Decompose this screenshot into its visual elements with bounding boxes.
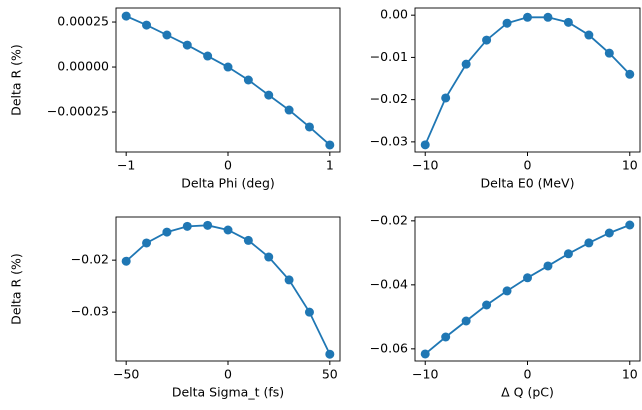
x-axis-label: Delta E0 (MeV)	[481, 176, 575, 191]
data-line	[125, 15, 331, 146]
data-point	[482, 35, 492, 45]
data-point	[182, 221, 192, 231]
data-point	[264, 90, 274, 100]
data-point	[543, 12, 553, 22]
x-tick-label: 0	[224, 158, 232, 173]
x-axis-label: Delta Sigma_t (fs)	[172, 385, 284, 400]
data-point	[203, 220, 213, 230]
x-tick-label: 10	[622, 158, 638, 173]
data-point	[162, 30, 172, 40]
data-point	[543, 261, 553, 271]
data-point	[325, 349, 335, 359]
data-line	[125, 224, 331, 355]
x-tick-label: 0	[524, 367, 532, 382]
data-point	[284, 105, 294, 115]
data-point	[304, 122, 314, 132]
data-point	[523, 12, 532, 22]
plot-frame	[414, 216, 641, 362]
data-point	[142, 238, 152, 248]
y-tick-label: 0.00	[380, 7, 408, 22]
y-tick-label: 0.00000	[57, 59, 109, 74]
data-point	[563, 17, 573, 27]
data-point	[243, 235, 253, 245]
x-tick-label: −50	[113, 367, 139, 382]
data-point	[604, 48, 614, 58]
data-point	[461, 59, 471, 69]
data-point	[584, 30, 594, 40]
y-tick-label: −0.02	[71, 252, 109, 267]
data-point	[461, 316, 471, 326]
y-tick-label: −0.00025	[47, 104, 109, 119]
data-point	[523, 273, 532, 283]
data-point	[264, 252, 274, 262]
data-point	[284, 275, 294, 285]
data-point	[502, 286, 512, 296]
x-axis-label: Δ Q (pC)	[501, 385, 554, 400]
data-point	[243, 75, 253, 85]
y-tick-label: −0.02	[370, 212, 408, 227]
data-point	[441, 93, 451, 103]
x-tick-label: 10	[622, 367, 638, 382]
y-tick-label: −0.01	[370, 49, 408, 64]
x-tick-label: −10	[412, 158, 438, 173]
y-axis-label: Delta R (%)	[9, 44, 24, 116]
data-point	[604, 228, 614, 238]
x-tick-label: 0	[524, 158, 532, 173]
data-point	[223, 62, 233, 72]
data-point	[502, 18, 512, 28]
data-point	[420, 140, 430, 150]
data-point	[482, 300, 492, 310]
data-point	[121, 11, 131, 21]
x-tick-label: 0	[224, 367, 232, 382]
data-point	[441, 332, 451, 342]
y-axis-label: Delta R (%)	[9, 253, 24, 325]
y-tick-label: −0.03	[71, 304, 109, 319]
data-line	[424, 224, 631, 355]
y-tick-label: −0.03	[370, 133, 408, 148]
x-axis-label: Delta Phi (deg)	[181, 176, 275, 191]
data-point	[203, 51, 213, 61]
y-tick-label: −0.06	[370, 340, 408, 355]
data-point	[142, 20, 152, 30]
data-point	[625, 220, 635, 230]
x-tick-label: 1	[326, 158, 334, 173]
x-tick-label: −10	[412, 367, 438, 382]
data-point	[223, 225, 233, 235]
data-point	[162, 227, 172, 237]
data-point	[182, 40, 192, 50]
plot-frame	[115, 7, 341, 153]
data-point	[563, 249, 573, 259]
data-point	[121, 256, 131, 266]
x-tick-label: −1	[117, 158, 135, 173]
plot-frame	[414, 7, 641, 153]
y-tick-label: −0.02	[370, 91, 408, 106]
data-point	[584, 238, 594, 248]
data-point	[420, 349, 430, 359]
y-tick-label: −0.04	[370, 276, 408, 291]
plot-frame	[115, 216, 341, 362]
y-tick-label: 0.00025	[57, 14, 109, 29]
data-point	[625, 69, 635, 79]
data-line	[424, 16, 631, 146]
x-tick-label: 50	[322, 367, 338, 382]
data-point	[304, 307, 314, 317]
data-point	[325, 140, 335, 150]
